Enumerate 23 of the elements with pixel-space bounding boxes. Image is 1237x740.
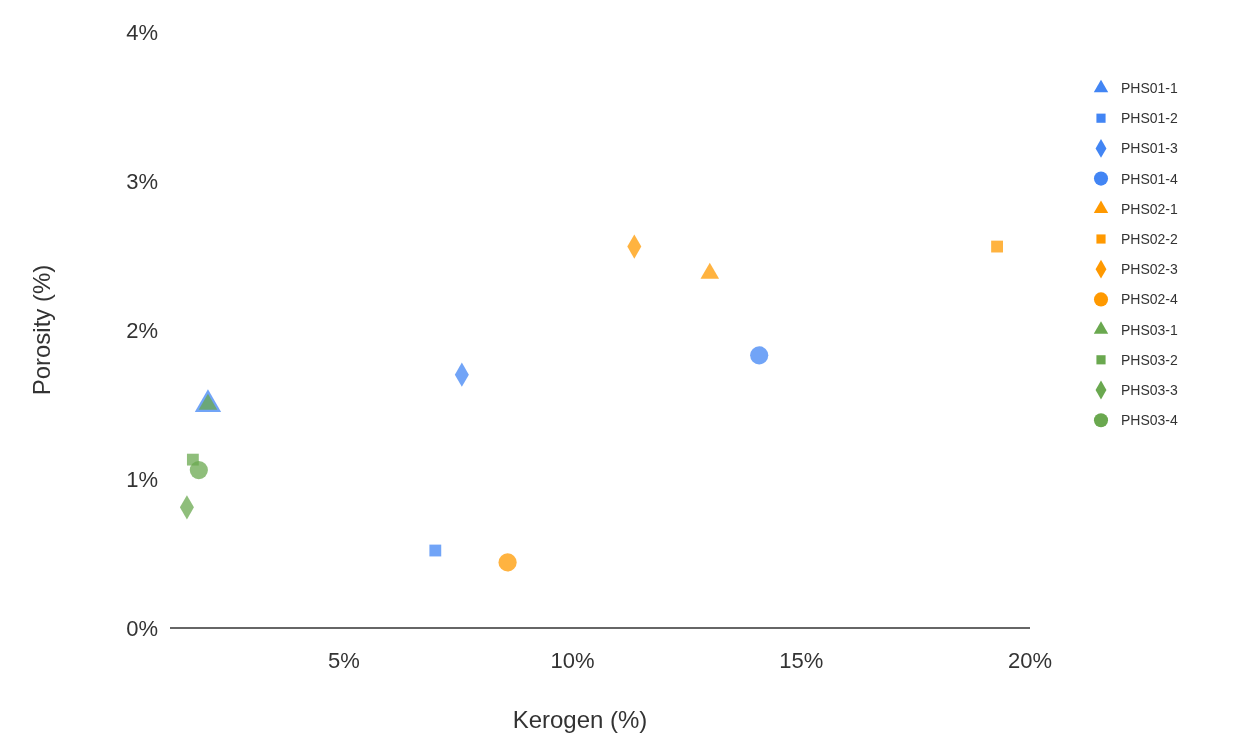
legend-label: PHS03-4 bbox=[1121, 412, 1179, 429]
x-tick-label: 5% bbox=[327, 648, 360, 673]
x-tick-label: 20% bbox=[1007, 648, 1053, 673]
x-axis-title: Kerogen (%) bbox=[512, 706, 648, 733]
y-tick-label: 1% bbox=[126, 467, 158, 492]
y-tick-label: 4% bbox=[126, 20, 158, 45]
y-tick-label: 2% bbox=[126, 318, 158, 343]
legend-label: PHS03-1 bbox=[1121, 321, 1179, 338]
y-tick-label: 3% bbox=[126, 169, 158, 194]
legend-label: PHS02-1 bbox=[1121, 200, 1179, 217]
legend-label: PHS03-2 bbox=[1121, 351, 1179, 368]
legend-label: PHS01-3 bbox=[1121, 140, 1179, 157]
y-axis-title: Porosity (%) bbox=[28, 264, 55, 396]
legend-label: PHS03-3 bbox=[1121, 382, 1179, 398]
legend-label: PHS01-4 bbox=[1121, 170, 1179, 187]
legend-label: PHS01-2 bbox=[1121, 110, 1179, 127]
legend-label: PHS02-4 bbox=[1121, 291, 1179, 308]
x-tick-label: 10% bbox=[550, 648, 595, 673]
x-tick-label: 15% bbox=[779, 648, 824, 673]
y-tick-label: 0% bbox=[126, 616, 158, 641]
legend-label: PHS01-1 bbox=[1121, 80, 1179, 96]
legend-label: PHS02-2 bbox=[1121, 231, 1179, 247]
legend-label: PHS02-3 bbox=[1121, 261, 1179, 278]
